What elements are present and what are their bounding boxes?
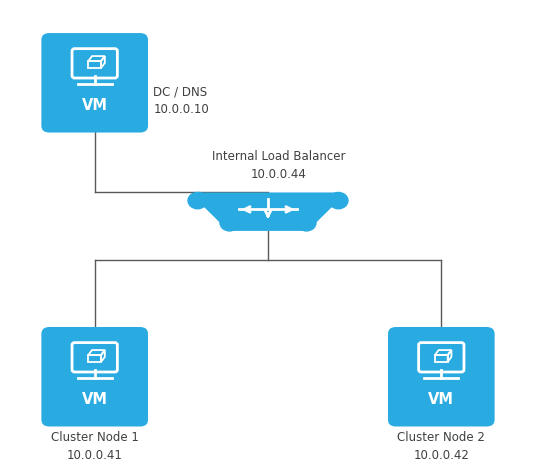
Text: VM: VM [81, 392, 108, 407]
Circle shape [297, 215, 316, 231]
Text: Cluster Node 1
10.0.0.41: Cluster Node 1 10.0.0.41 [51, 431, 139, 462]
FancyBboxPatch shape [388, 327, 495, 426]
Text: VM: VM [81, 98, 108, 113]
Text: VM: VM [428, 392, 455, 407]
Polygon shape [198, 192, 338, 231]
Circle shape [329, 192, 348, 209]
Text: Cluster Node 2
10.0.0.42: Cluster Node 2 10.0.0.42 [397, 431, 485, 462]
Text: DC / DNS
10.0.0.10: DC / DNS 10.0.0.10 [153, 85, 209, 117]
FancyBboxPatch shape [41, 327, 148, 426]
FancyBboxPatch shape [41, 33, 148, 132]
Text: Internal Load Balancer
10.0.0.44: Internal Load Balancer 10.0.0.44 [212, 150, 345, 181]
Circle shape [220, 215, 239, 231]
Circle shape [188, 192, 207, 209]
